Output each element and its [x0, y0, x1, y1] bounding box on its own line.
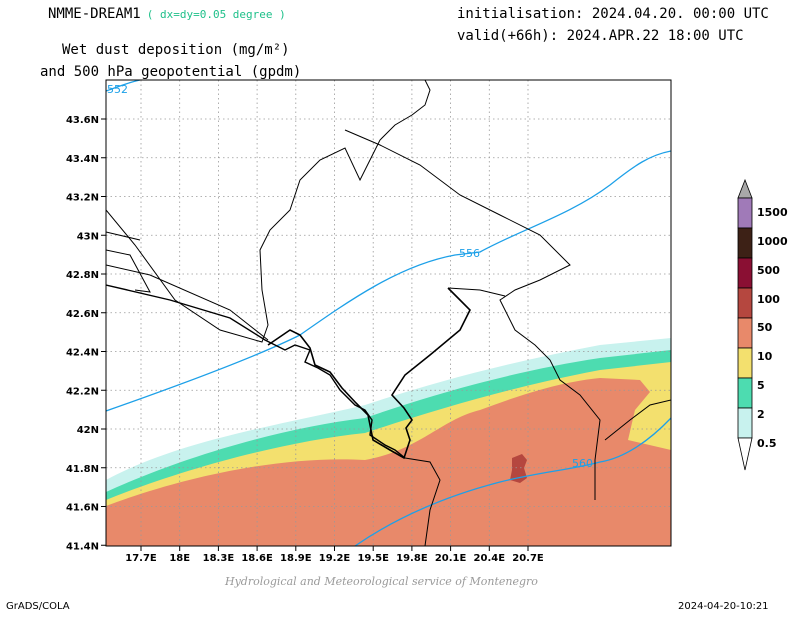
legend-arrow-bottom [737, 437, 753, 471]
longitude-ticks: 17.7E 18E 18.3E 18.6E 18.9E 19.2E 19.5E 19.8E 20… [125, 546, 544, 564]
legend-label-0-5: 0.5 [757, 437, 777, 450]
lat-tick-label: 43.4N [66, 154, 99, 165]
dust-level-10 [106, 378, 671, 546]
initialisation-time: initialisation: 2024.04.20. 00:00 UTC [457, 6, 769, 22]
color-legend: 1500 1000 500 100 50 10 5 2 0.5 [737, 178, 788, 471]
legend-label-1000: 1000 [757, 235, 788, 248]
lon-tick-label: 18.9E [280, 553, 312, 564]
contour-label-552: 552 [107, 83, 128, 96]
lon-tick-label: 20.4E [474, 553, 506, 564]
legend-swatch-5 [737, 347, 753, 379]
lat-tick-label: 42.2N [66, 386, 99, 397]
legend-label-1500: 1500 [757, 206, 788, 219]
contour-556-line [106, 150, 671, 412]
lon-tick-label: 17.7E [125, 553, 157, 564]
kosovo-border [447, 287, 506, 297]
legend-label-500: 500 [757, 264, 780, 277]
legend-arrow-top [737, 178, 753, 199]
grid-lines [106, 80, 671, 546]
island-lines [106, 231, 151, 293]
legend-swatch-10 [737, 317, 753, 349]
serbia-border [344, 129, 601, 500]
lon-tick-label: 20.1E [435, 553, 467, 564]
resolution-label: ( dx=dy=0.05 degree ) [146, 8, 286, 21]
legend-label-10: 10 [757, 350, 773, 363]
legend-swatch-0-5 [737, 407, 753, 439]
legend-swatch-50 [737, 287, 753, 319]
coast-west [106, 264, 269, 341]
model-title: NMME-DREAM1 ( dx=dy=0.05 degree ) [48, 6, 286, 22]
legend-label-5: 5 [757, 379, 765, 392]
lat-tick-label: 41.8N [66, 464, 99, 475]
lon-tick-label: 19.5E [357, 553, 389, 564]
latitude-ticks: 43.6N 43.4N 43.2N 43N 42.8N 42.6N 42.4N 42.2N 42… [66, 115, 106, 552]
legend-label-50: 50 [757, 321, 773, 334]
geopotential-contours [106, 80, 671, 546]
lon-tick-label: 18.3E [203, 553, 235, 564]
legend-label-2: 2 [757, 408, 765, 421]
contour-labels: 552 556 560 [107, 83, 593, 470]
model-name: NMME-DREAM1 [48, 6, 141, 22]
bosnia-border [106, 80, 431, 343]
valid-time: valid(+66h): 2024.APR.22 18:00 UTC [457, 28, 744, 44]
lon-tick-label: 18E [169, 553, 190, 564]
lat-tick-label: 43N [77, 231, 99, 242]
field-title-line1: Wet dust deposition (mg/m²) [62, 42, 290, 58]
contour-label-556: 556 [459, 247, 480, 260]
dust-deposition-fields [106, 338, 671, 546]
agency-credit: Hydrological and Meteorological service … [225, 575, 538, 588]
contour-560-line [354, 417, 671, 546]
lat-tick-label: 42.4N [66, 348, 99, 359]
software-credit: GrADS/COLA [6, 601, 70, 612]
lon-tick-label: 19.2E [319, 553, 351, 564]
lon-tick-label: 20.7E [512, 553, 544, 564]
lat-tick-label: 42N [77, 425, 99, 436]
contour-552-line [106, 80, 141, 92]
lat-tick-label: 42.8N [66, 270, 99, 281]
albania-border [404, 457, 441, 546]
lat-tick-label: 42.6N [66, 309, 99, 320]
lat-tick-label: 41.4N [66, 541, 99, 552]
lat-tick-label: 41.6N [66, 503, 99, 514]
legend-swatch-100 [737, 257, 753, 289]
lon-tick-label: 18.6E [241, 553, 273, 564]
generation-timestamp: 2024-04-20-10:21 [678, 601, 769, 612]
lat-tick-label: 43.2N [66, 193, 99, 204]
lon-tick-label: 19.8E [396, 553, 428, 564]
dust-level-50 [510, 454, 527, 483]
legend-swatch-500 [737, 227, 753, 259]
field-title-line2: and 500 hPa geopotential (gpdm) [40, 64, 302, 80]
legend-label-100: 100 [757, 293, 780, 306]
macedonia-border [604, 399, 671, 441]
contour-label-560: 560 [572, 457, 593, 470]
montenegro-border [267, 287, 471, 460]
country-borders [106, 80, 671, 546]
lat-tick-label: 43.6N [66, 115, 99, 126]
legend-swatch-1000 [737, 197, 753, 229]
legend-swatch-2 [737, 377, 753, 409]
